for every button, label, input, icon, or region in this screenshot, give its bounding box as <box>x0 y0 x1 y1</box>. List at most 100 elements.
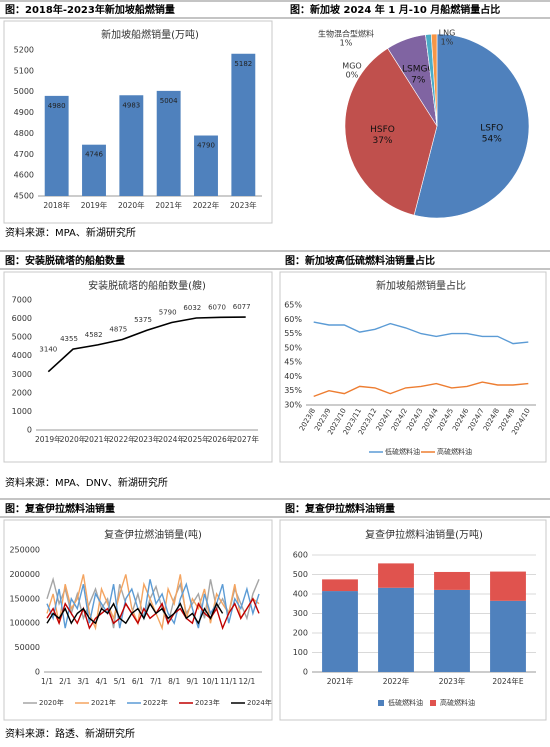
data-label: 4980 <box>48 102 66 110</box>
bar <box>490 600 526 672</box>
bar <box>322 591 358 672</box>
x-tick-label: 2023年 <box>134 434 161 444</box>
data-label: 4983 <box>122 101 140 109</box>
x-tick-label: 6/1 <box>132 677 144 686</box>
y-tick-label: 5200 <box>14 46 34 55</box>
y-tick-label: 100 <box>293 648 308 657</box>
y-tick-label: 300 <box>293 609 308 618</box>
y-tick-label: 35% <box>284 386 302 395</box>
y-tick-label: 200 <box>293 629 308 638</box>
bar <box>490 571 526 601</box>
figure-title: 图：安装脱硫塔的船舶数量 <box>5 254 125 267</box>
bar <box>378 563 414 588</box>
slice-value: 1% <box>340 39 353 48</box>
x-tick-label: 2023年 <box>439 676 466 686</box>
pie-slice <box>430 33 438 127</box>
y-tick-label: 4700 <box>14 150 34 159</box>
y-tick-label: 500 <box>293 570 308 579</box>
source-note: 资料来源：MPA、DNV、新湖研究所 <box>5 476 168 489</box>
data-label: 5182 <box>234 60 252 68</box>
bar <box>231 53 256 196</box>
y-tick-label: 65% <box>284 301 302 310</box>
chart-frame <box>3 20 273 224</box>
figure-title: 图：复查伊拉燃料油销量 <box>285 502 395 515</box>
chart-title: 安装脱硫塔的船舶数量(艘) <box>88 279 206 292</box>
figure-title: 图：复查伊拉燃料油销量 <box>5 502 115 515</box>
bar <box>322 579 358 592</box>
x-tick-label: 4/1 <box>95 677 107 686</box>
slice-label: 生物混合型燃料 <box>318 29 374 39</box>
frames <box>0 0 550 721</box>
data-label: 5375 <box>134 316 152 324</box>
bar <box>82 144 106 196</box>
slice-value: 37% <box>372 136 392 146</box>
line <box>47 316 246 373</box>
x-tick-label: 2025年 <box>183 434 210 444</box>
x-tick-label: 2023年 <box>230 200 257 210</box>
y-tick-label: 60% <box>284 315 302 324</box>
y-tick-label: 100000 <box>9 619 40 628</box>
legend-label: 2024年 <box>247 698 272 707</box>
y-tick-label: 250000 <box>9 546 40 555</box>
x-tick-label: 2022年 <box>109 434 136 444</box>
y-tick-label: 5000 <box>14 87 34 96</box>
y-tick-label: 30% <box>284 401 302 410</box>
source-note: 资料来源：路透、新湖研究所 <box>5 727 135 740</box>
data-label: 4746 <box>85 151 103 159</box>
chart-title: 新加坡船燃销量占比 <box>376 279 466 292</box>
x-tick-label: 2026年 <box>208 434 235 444</box>
y-tick-label: 5100 <box>14 66 34 75</box>
y-tick-label: 4500 <box>14 192 34 201</box>
bar <box>156 90 181 196</box>
bar <box>44 95 69 196</box>
y-tick-label: 200000 <box>9 570 40 579</box>
bar <box>119 95 144 196</box>
x-tick-label: 2021年 <box>327 676 354 686</box>
x-tick-label: 2/1 <box>59 677 71 686</box>
data-label: 5790 <box>159 308 177 316</box>
y-tick-label: 4600 <box>14 171 34 180</box>
slice-label: MGO <box>342 62 361 71</box>
y-tick-label: 1000 <box>12 407 32 416</box>
bar <box>434 589 470 672</box>
y-tick-label: 0 <box>303 668 308 677</box>
y-tick-label: 6000 <box>12 314 32 323</box>
line <box>313 321 529 345</box>
slice-value: 1% <box>441 38 454 47</box>
data-label: 3140 <box>39 346 57 354</box>
x-tick-label: 2022年 <box>383 676 410 686</box>
slice-value: 0% <box>346 71 359 80</box>
bar <box>378 587 414 672</box>
slice-label: LSMGO <box>402 65 435 75</box>
line <box>46 579 260 629</box>
data-label: 4355 <box>60 335 78 343</box>
y-tick-label: 400 <box>293 590 308 599</box>
x-tick-label: 7/1 <box>150 677 162 686</box>
y-tick-label: 150000 <box>9 594 40 603</box>
slice-label: LNG <box>439 29 456 38</box>
line <box>313 381 529 398</box>
y-tick-label: 0 <box>35 668 40 677</box>
chart-frame <box>3 271 273 463</box>
legend-swatch <box>430 700 436 706</box>
y-tick-label: 5000 <box>12 333 32 342</box>
bar <box>194 135 218 196</box>
chart-frame <box>279 271 547 463</box>
x-tick-label: 2022年 <box>193 200 220 210</box>
data-label: 6070 <box>208 303 226 311</box>
x-tick-label: 12/1 <box>238 677 255 686</box>
slice-value: 54% <box>482 134 502 144</box>
x-tick-label: 1/1 <box>41 677 53 686</box>
x-tick-label: 11/1 <box>220 677 237 686</box>
y-tick-label: 4900 <box>14 108 34 117</box>
legend-label: 高硫燃料油 <box>440 698 475 707</box>
chart-title: 复查伊拉燃料油销量(万吨) <box>365 528 483 541</box>
x-tick-label: 2021年 <box>84 434 111 444</box>
x-tick-label: 2027年 <box>232 434 259 444</box>
y-tick-label: 0 <box>27 426 32 435</box>
data-label: 6077 <box>233 303 251 311</box>
chart-title: 复查伊拉燃油销量(吨) <box>104 528 202 541</box>
legend-swatch <box>378 700 384 706</box>
data-label: 6032 <box>183 304 201 312</box>
x-tick-label: 2024年 <box>158 434 185 444</box>
